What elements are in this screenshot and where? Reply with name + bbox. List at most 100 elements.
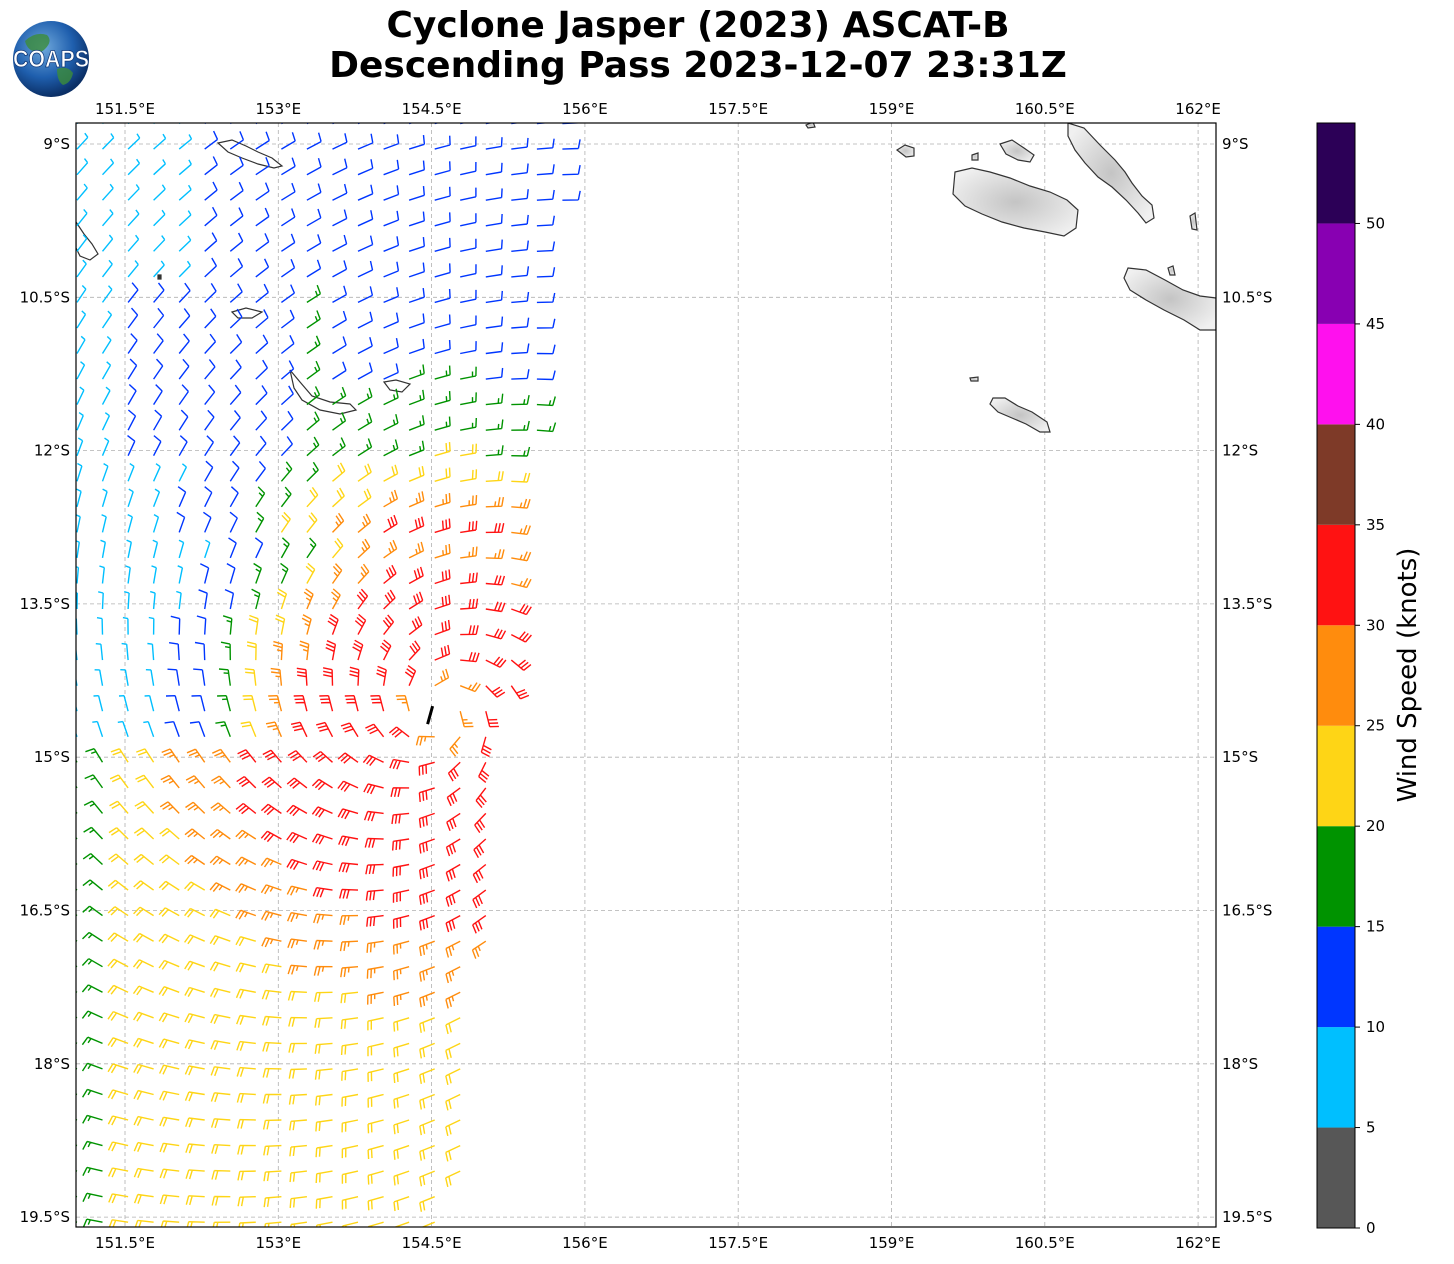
wind-barb xyxy=(511,524,531,535)
wind-barb xyxy=(311,778,333,791)
wind-barb xyxy=(420,1221,435,1227)
wind-barb xyxy=(485,137,503,150)
wind-barb xyxy=(357,387,373,406)
lat-tick-label-right: 13.5°S xyxy=(1222,595,1272,613)
wind-barb xyxy=(178,539,185,559)
wind-barb xyxy=(434,237,451,252)
wind-barb xyxy=(76,1144,78,1147)
wind-barb xyxy=(408,160,425,176)
wind-barb xyxy=(281,233,296,252)
wind-barb xyxy=(51,387,58,405)
wind-barb xyxy=(235,936,256,947)
wind-barb xyxy=(102,133,115,150)
wind-barb xyxy=(287,964,307,975)
wind-barb xyxy=(34,775,52,788)
wind-barb xyxy=(133,1141,154,1152)
wind-barb xyxy=(235,856,257,867)
wind-barb xyxy=(460,213,477,227)
wind-barb xyxy=(240,721,257,738)
wind-barb xyxy=(51,158,61,174)
wind-barb xyxy=(82,931,103,942)
wind-barb xyxy=(311,833,333,845)
wind-barb xyxy=(341,1068,359,1081)
wind-barb xyxy=(383,589,396,610)
wind-barb xyxy=(434,668,450,687)
wind-barb xyxy=(332,336,347,355)
wind-barb xyxy=(383,312,399,329)
wind-barb xyxy=(337,780,359,792)
wind-barb xyxy=(280,385,294,406)
wind-barb xyxy=(101,437,110,456)
wind-barb xyxy=(242,695,257,712)
island-guadalcanal xyxy=(1123,267,1216,331)
wind-barb xyxy=(153,235,166,252)
wind-barb xyxy=(153,358,164,380)
wind-barb xyxy=(76,386,85,405)
wind-barb xyxy=(260,830,282,843)
wind-barb xyxy=(76,234,88,252)
wind-barb xyxy=(357,260,374,278)
wind-barb xyxy=(393,1196,410,1212)
wind-barb xyxy=(315,1144,333,1158)
storm-center-marker[interactable] xyxy=(426,705,435,725)
wind-barb xyxy=(286,885,308,896)
wind-barb xyxy=(332,234,348,252)
wind-barb xyxy=(204,257,218,278)
wind-barb xyxy=(383,261,400,278)
wind-barb xyxy=(445,863,461,882)
wind-barb xyxy=(511,446,531,457)
lon-tick-label-bottom: 160.5°E xyxy=(1015,1234,1075,1252)
wind-barb xyxy=(419,863,435,880)
wind-barb xyxy=(289,1170,307,1183)
wind-barb xyxy=(178,159,192,176)
wind-barb xyxy=(76,123,79,125)
wind-barb xyxy=(370,695,385,712)
wind-barb xyxy=(434,288,451,304)
wind-barb xyxy=(51,413,57,431)
wind-barb xyxy=(280,410,294,431)
wind-barb xyxy=(159,1194,180,1205)
wind-barb xyxy=(511,369,530,380)
wind-barb xyxy=(275,614,286,635)
wind-barb xyxy=(95,643,104,661)
wind-barb xyxy=(255,131,270,150)
wind-barb xyxy=(76,437,84,456)
wind-barb xyxy=(332,123,336,125)
wind-barb xyxy=(118,695,129,712)
wind-barb xyxy=(255,460,266,482)
wind-barb xyxy=(178,435,188,457)
lat-tick-label-left: 19.5°S xyxy=(20,1208,70,1226)
wind-barb xyxy=(562,139,581,150)
wind-barb xyxy=(127,184,140,201)
wind-barb xyxy=(357,159,374,176)
wind-barb xyxy=(76,1170,78,1172)
wind-barb xyxy=(460,392,477,406)
wind-barb xyxy=(76,208,88,227)
wind-barb xyxy=(158,986,180,997)
wind-barb xyxy=(357,412,373,431)
wind-barb xyxy=(99,565,105,584)
wind-barb xyxy=(460,264,477,278)
wind-barb xyxy=(209,961,231,972)
wind-barb xyxy=(340,1042,359,1056)
wind-barb xyxy=(76,862,78,866)
wind-barb xyxy=(306,123,310,125)
wind-barb xyxy=(332,462,346,482)
wind-barb xyxy=(536,164,555,176)
wind-barb xyxy=(212,748,231,763)
wind-barb xyxy=(143,721,155,738)
wind-barb xyxy=(42,696,51,712)
wind-barb xyxy=(446,787,461,807)
wind-barb xyxy=(48,566,53,583)
wind-barb xyxy=(419,1144,435,1161)
wind-barb xyxy=(289,1144,307,1157)
wind-barb xyxy=(100,539,106,559)
lon-tick-label-bottom: 151.5°E xyxy=(95,1234,155,1252)
wind-barb xyxy=(193,668,206,686)
wind-barb xyxy=(460,651,480,663)
wind-barb xyxy=(408,237,425,252)
map-area[interactable] xyxy=(31,106,1216,1238)
wind-barb xyxy=(76,259,87,278)
wind-barb xyxy=(31,984,51,992)
wind-barb xyxy=(485,123,494,125)
